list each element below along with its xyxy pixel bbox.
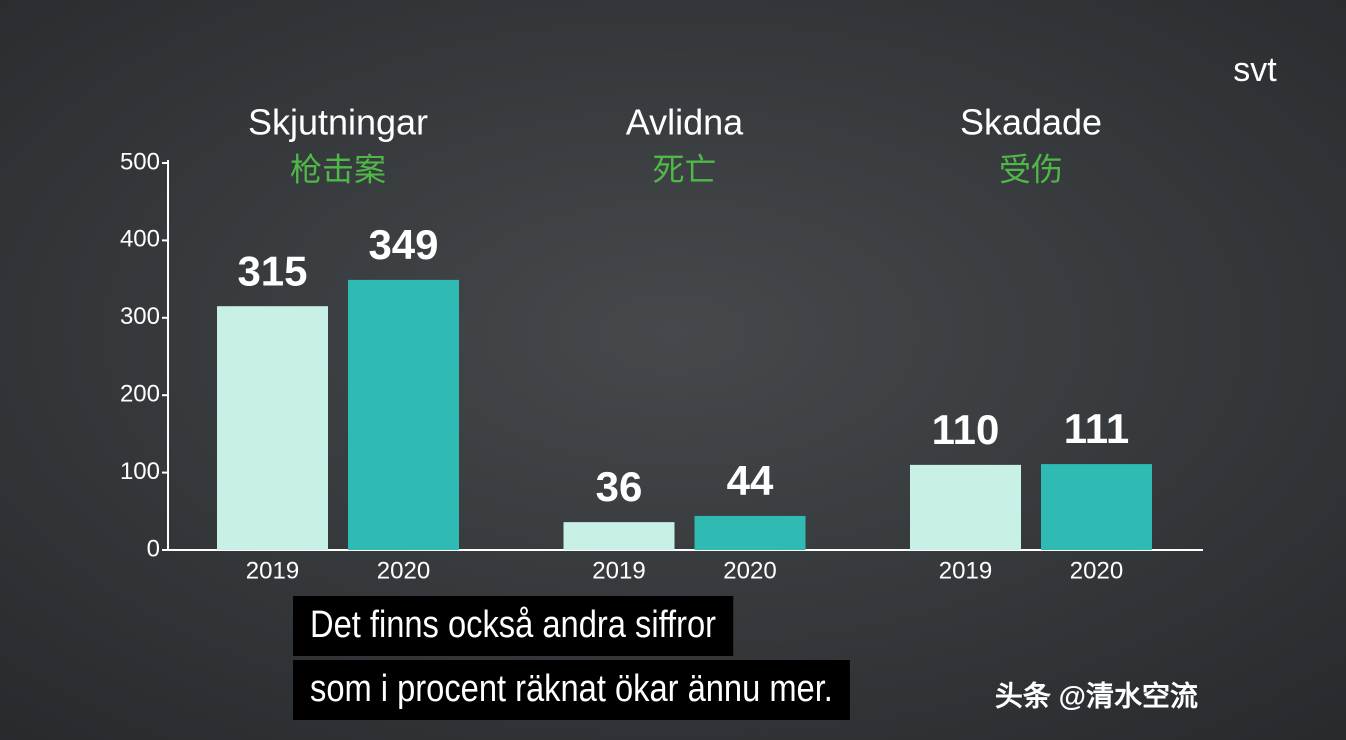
bar [1041, 464, 1152, 550]
x-tick-label: 2020 [723, 557, 776, 584]
x-tick-label: 2020 [1070, 557, 1123, 584]
group-subtitle: 受伤 [999, 151, 1063, 187]
logo: svt [1233, 51, 1277, 89]
group-subtitle: 死亡 [652, 151, 716, 187]
y-tick-label: 0 [147, 535, 160, 562]
y-tick-label: 200 [120, 381, 160, 408]
y-tick-label: 300 [120, 303, 160, 330]
y-tick-label: 100 [120, 458, 160, 485]
x-tick-label: 2019 [592, 557, 645, 584]
caption-text: Det finns också andra siffror [310, 603, 716, 646]
value-label: 44 [727, 457, 774, 504]
x-tick-label: 2020 [377, 557, 430, 584]
caption-text: som i procent räknat ökar ännu mer. [310, 667, 833, 710]
bar [348, 279, 459, 550]
x-tick-label: 2019 [939, 557, 992, 584]
x-tick-label: 2019 [246, 557, 299, 584]
group-title: Skadade [960, 102, 1102, 143]
bar [694, 515, 806, 550]
bar [563, 522, 675, 550]
value-label: 110 [932, 406, 1000, 453]
caption-box [293, 660, 850, 720]
group-title: Skjutningar [248, 102, 428, 143]
y-tick-label: 500 [120, 148, 160, 175]
bar [217, 306, 328, 550]
caption: Det finns också andra siffror [293, 596, 734, 656]
y-tick-label: 400 [120, 226, 160, 253]
bar [910, 464, 1021, 550]
group-subtitle: 枪击案 [290, 151, 386, 187]
caption: som i procent räknat ökar ännu mer. [293, 660, 850, 720]
caption-box [293, 596, 734, 656]
group-title: Avlidna [626, 102, 744, 143]
value-label: 111 [1064, 405, 1129, 452]
value-label: 315 [237, 247, 307, 294]
watermark: 头条 @清水空流 [995, 679, 1198, 711]
value-label: 349 [368, 221, 438, 268]
value-label: 36 [596, 463, 643, 510]
